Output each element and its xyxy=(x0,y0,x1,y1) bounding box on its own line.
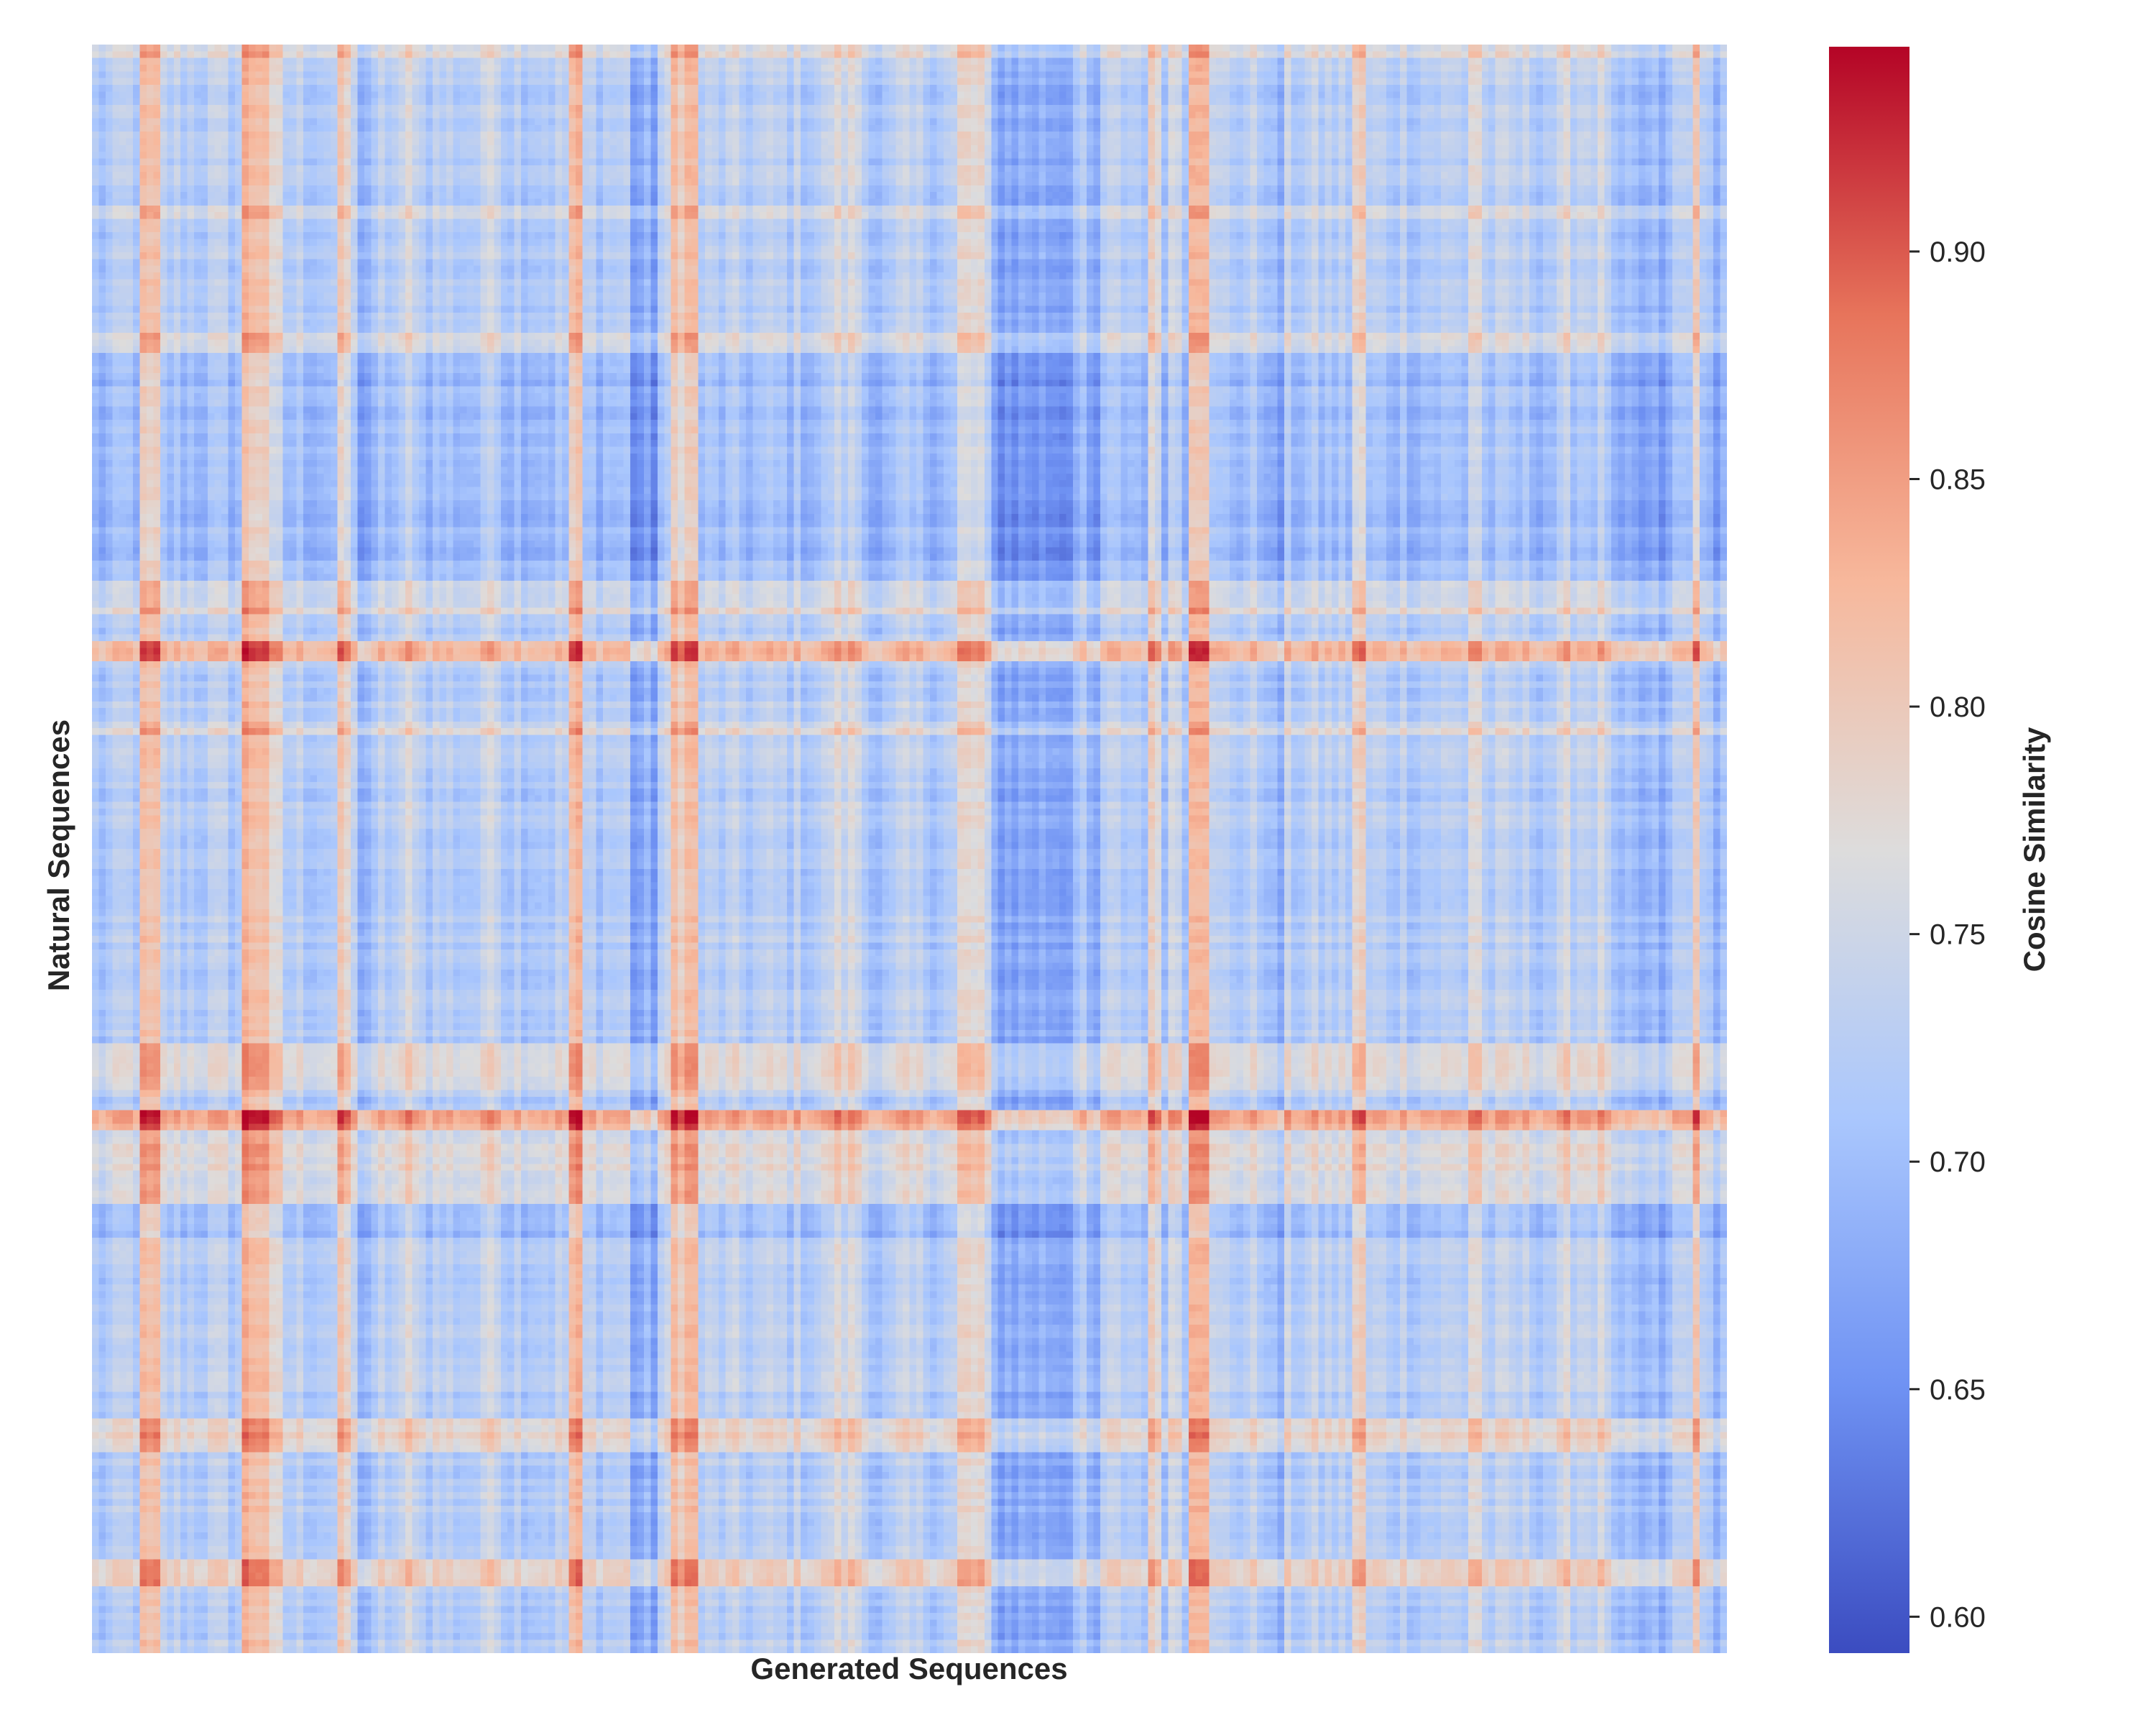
heatmap-cells xyxy=(92,45,1727,1653)
x-axis-label: Generated Sequences xyxy=(750,1652,1067,1685)
colorbar-tick-label: 0.70 xyxy=(1930,1146,1986,1178)
y-axis-label: Natural Sequences xyxy=(42,719,75,991)
colorbar-tick-label: 0.80 xyxy=(1930,691,1986,723)
colorbar xyxy=(1829,47,1909,1653)
heatmap-image xyxy=(92,45,1727,1653)
colorbar-label: Cosine Similarity xyxy=(2017,727,2051,972)
colorbar-tick-label: 0.90 xyxy=(1930,236,1986,268)
colorbar-tick-label: 0.65 xyxy=(1930,1374,1986,1406)
colorbar-tick-label: 0.60 xyxy=(1930,1601,1986,1633)
colorbar-ticks: 0.60 0.65 0.70 0.75 0.80 0.85 0.90 xyxy=(1909,236,1986,1633)
colorbar-tick-label: 0.85 xyxy=(1930,464,1986,495)
colorbar-tick-label: 0.75 xyxy=(1930,919,1986,951)
